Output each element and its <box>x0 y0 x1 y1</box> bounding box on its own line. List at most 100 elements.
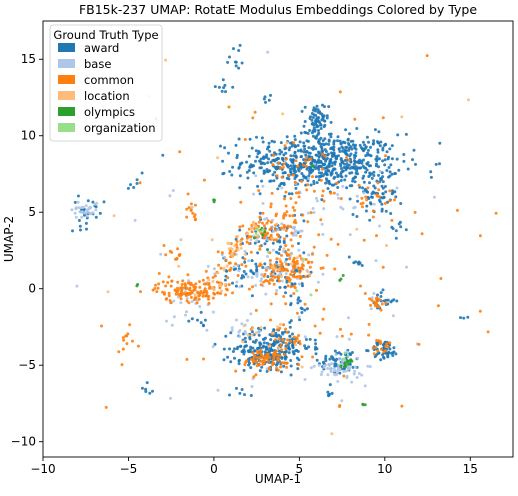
point-award <box>329 173 333 177</box>
point-award <box>240 61 244 65</box>
point-location <box>220 289 223 293</box>
point-base <box>236 263 240 267</box>
point-award <box>396 133 400 137</box>
point-award <box>289 303 293 307</box>
point-common <box>193 296 197 300</box>
point-award <box>266 145 270 149</box>
point-common <box>185 291 189 295</box>
point-award <box>344 174 348 178</box>
point-award <box>390 157 394 161</box>
point-location <box>241 340 245 344</box>
point-common <box>266 231 270 235</box>
point-common <box>290 231 294 235</box>
point-common <box>120 363 124 367</box>
point-award <box>294 186 298 190</box>
point-common <box>228 251 232 255</box>
point-common <box>225 288 229 292</box>
point-common <box>311 175 314 179</box>
point-common <box>317 233 321 237</box>
point-award <box>351 177 355 181</box>
point-award <box>287 347 291 351</box>
point-location <box>300 365 304 369</box>
point-common <box>365 198 369 202</box>
point-award <box>250 259 254 263</box>
point-award <box>240 276 244 280</box>
point-common <box>289 339 293 343</box>
point-award <box>329 120 333 124</box>
point-common <box>293 263 296 267</box>
point-common <box>167 291 171 295</box>
point-award <box>302 124 306 128</box>
point-award <box>345 162 349 166</box>
point-base <box>255 239 259 243</box>
point-award <box>259 166 263 170</box>
point-award <box>327 142 331 146</box>
point-common <box>298 254 302 258</box>
point-award <box>224 334 228 338</box>
point-award <box>261 266 265 269</box>
point-award <box>126 186 130 190</box>
point-award <box>235 386 238 390</box>
point-location <box>276 325 280 329</box>
point-base <box>168 194 172 198</box>
point-award <box>299 131 303 135</box>
point-base <box>297 282 301 286</box>
point-common <box>282 162 286 166</box>
point-award <box>233 356 236 360</box>
point-common <box>383 201 387 205</box>
point-award <box>402 153 406 156</box>
point-award <box>263 242 267 246</box>
point-base <box>405 265 408 269</box>
point-common <box>309 211 313 215</box>
point-common <box>261 211 265 215</box>
point-common <box>185 215 189 219</box>
point-common <box>291 214 295 218</box>
point-award <box>252 272 256 276</box>
point-award <box>328 392 332 396</box>
point-award <box>253 241 257 245</box>
point-location <box>252 222 256 226</box>
point-award <box>255 155 259 159</box>
point-common <box>245 240 249 244</box>
point-base <box>353 365 357 369</box>
point-base <box>80 210 84 214</box>
point-award <box>317 161 321 164</box>
point-award <box>247 169 251 172</box>
point-award <box>228 393 231 397</box>
point-organization <box>309 293 313 297</box>
point-common <box>284 341 288 345</box>
point-common <box>486 330 490 334</box>
y-axis: −10 −5 0 5 10 15 <box>11 52 43 449</box>
point-award <box>305 150 309 153</box>
point-common <box>219 266 223 270</box>
point-award <box>265 168 269 171</box>
point-olympics <box>338 278 342 282</box>
point-award <box>281 332 285 336</box>
point-award <box>219 144 222 148</box>
point-award <box>339 164 343 168</box>
point-award <box>314 153 318 157</box>
point-base <box>184 313 187 317</box>
point-base <box>347 316 350 320</box>
point-award <box>275 260 279 264</box>
point-award <box>380 202 384 206</box>
point-location <box>306 270 310 274</box>
point-organization <box>256 227 260 231</box>
point-award <box>397 168 401 172</box>
point-common <box>284 347 288 351</box>
point-award <box>342 166 346 169</box>
point-base <box>350 380 354 384</box>
point-common <box>161 280 165 284</box>
point-olympics <box>263 230 267 234</box>
point-award <box>333 160 337 164</box>
point-base <box>297 315 301 319</box>
point-common <box>388 199 392 203</box>
point-base <box>187 279 191 283</box>
point-award <box>343 141 347 145</box>
point-award <box>315 358 319 362</box>
point-common <box>273 275 277 279</box>
point-common <box>420 232 424 236</box>
point-base <box>230 328 234 332</box>
point-location <box>355 227 359 231</box>
point-location <box>210 286 214 289</box>
